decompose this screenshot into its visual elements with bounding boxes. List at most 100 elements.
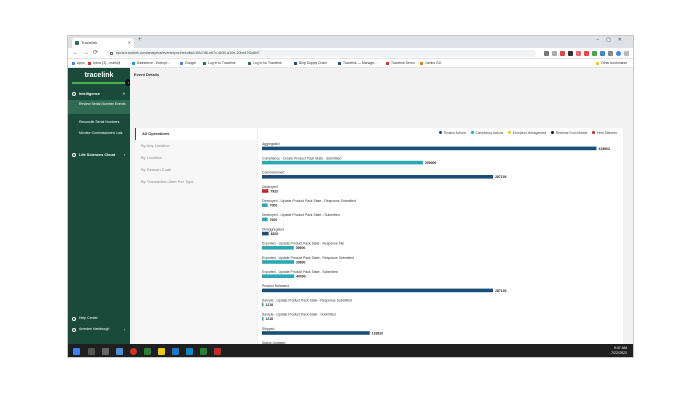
bar[interactable]	[262, 231, 269, 236]
legend-item[interactable]: Compliancy Actions	[470, 131, 503, 135]
search-icon[interactable]	[544, 51, 549, 56]
bookmark-jumbo[interactable]: Jumbo GO	[420, 60, 441, 67]
x-tick-label: 200,000	[418, 357, 429, 358]
bar[interactable]	[262, 317, 264, 321]
bookmark-login-for-tracelink[interactable]: Log in for Tracelink	[248, 60, 282, 67]
bar-value-label: 287139	[495, 175, 506, 179]
app-icon[interactable]	[172, 348, 179, 355]
filter-by-transaction-alert[interactable]: By Transaction Alert Per Type	[141, 179, 194, 184]
legend-item[interactable]: Routine Actions	[439, 131, 466, 135]
help-center-link[interactable]: Help Center	[68, 314, 130, 323]
chevron-right-icon: ›	[123, 152, 125, 157]
bookmarks-bar: Apps Inbox (3) - mark@ Salesforce - Ente…	[68, 59, 633, 68]
window-controls[interactable]: –▢✕	[596, 37, 629, 43]
powerpoint-icon[interactable]	[214, 348, 221, 355]
close-tab-icon[interactable]: ✕	[127, 40, 131, 45]
bookmark-salesforce[interactable]: Salesforce - Enterpr...	[132, 60, 170, 67]
bar-value-label: 200000	[425, 161, 436, 165]
bookmark-apps[interactable]: Apps	[72, 60, 85, 67]
search-icon[interactable]	[88, 348, 95, 355]
bar[interactable]	[262, 146, 597, 151]
extension-icon[interactable]	[584, 51, 589, 56]
bar[interactable]	[262, 274, 295, 278]
bar[interactable]	[262, 302, 264, 307]
chevron-right-icon: ›	[123, 327, 125, 332]
bookmark-blog[interactable]: Blog Supply Chain	[294, 60, 327, 67]
profile-avatar-icon[interactable]	[616, 51, 621, 56]
collapse-sidebar-icon[interactable]: ‹	[125, 79, 132, 86]
bookmark-login-tracelink[interactable]: Log in to Tracelink	[203, 60, 236, 67]
tab-title: Tracelink	[81, 40, 98, 45]
system-clock: 9:47 AM 7/22/2022	[611, 346, 627, 356]
nav-buttons[interactable]: ←→⟳	[73, 50, 103, 56]
bar[interactable]	[262, 203, 268, 207]
bar[interactable]	[262, 331, 370, 335]
bar-category-label: Disaggregated	[262, 227, 284, 231]
filter-list: All Operations By Any Location By Locati…	[135, 128, 257, 357]
bar-category-label: Aggregated	[262, 142, 280, 146]
legend-label: Exception Management	[512, 131, 547, 135]
legend-item[interactable]: Exception Management	[508, 131, 546, 135]
section-label: Intelligence	[79, 92, 100, 96]
legend-swatch	[470, 131, 474, 135]
extension-icon[interactable]	[592, 51, 597, 56]
bar-category-label: Destroyed - Update Product Pack State - …	[262, 213, 340, 217]
bar[interactable]	[262, 160, 423, 165]
legend-swatch	[508, 131, 512, 135]
bar[interactable]	[262, 246, 294, 250]
logo-divider	[72, 82, 126, 84]
bookmark-other[interactable]: Other bookmarks	[596, 60, 627, 67]
help-label: Help Center	[79, 316, 98, 320]
app-icon[interactable]	[116, 348, 123, 355]
filter-by-any-location[interactable]: By Any Location	[141, 143, 170, 148]
extension-icon[interactable]	[576, 51, 581, 56]
bookmark-tracelink-demo[interactable]: Tracelink Demo	[386, 60, 415, 67]
filter-by-location[interactable]: By Location	[141, 155, 162, 160]
user-icon	[72, 327, 76, 332]
bar[interactable]	[262, 288, 494, 293]
bar[interactable]	[262, 260, 295, 264]
legend-item[interactable]: Reversal From Market	[551, 131, 587, 135]
clock-time: 9:47 AM	[613, 346, 627, 350]
tracelink-favicon-icon	[75, 41, 79, 45]
browser-tab[interactable]: Tracelink ✕	[72, 38, 134, 48]
task-view-icon[interactable]	[102, 348, 109, 355]
star-icon[interactable]	[552, 51, 557, 56]
app-icon[interactable]	[186, 348, 193, 355]
legend-item[interactable]: Final Statuses	[592, 131, 617, 135]
address-bar[interactable]: epcis.tracelink.com/analytics/eventrepor…	[106, 50, 536, 57]
bar-category-label: Product Released	[262, 284, 289, 288]
sidebar-section-life-sciences-cloud[interactable]: Life Sciences Cloud ›	[68, 150, 130, 160]
sidebar-section-intelligence[interactable]: Intelligence ˄	[68, 89, 130, 99]
bar[interactable]	[262, 189, 269, 193]
sidebar-item-reconcile-serial-numbers[interactable]: Reconcile Serial Numbers	[79, 120, 120, 124]
bar-category-label: Compliance - Create Product Pack State -…	[262, 156, 341, 160]
new-tab-icon[interactable]: +	[138, 37, 142, 43]
bar-value-label: 133820	[372, 331, 383, 335]
bar-chart: Aggregated 415603 Compliance - Create Prod…	[262, 142, 610, 358]
filter-all-operations[interactable]: All Operations	[135, 128, 257, 140]
extension-icon[interactable]	[600, 51, 605, 56]
bookmark-inbox[interactable]: Inbox (3) - mark@	[88, 60, 120, 67]
bookmark-google[interactable]: Google	[180, 60, 196, 67]
menu-icon[interactable]	[624, 51, 629, 56]
bar-category-label: Shipped	[262, 327, 275, 331]
sidebar-item-monitor-commissioned-lots[interactable]: Monitor Commissioned Lots	[79, 131, 123, 135]
excel-icon[interactable]	[200, 348, 207, 355]
chevron-up-icon: ˄	[122, 91, 125, 96]
tracelink-logo: tracelink	[84, 72, 114, 79]
puzzle-icon[interactable]	[608, 51, 613, 56]
filter-by-reason-code[interactable]: By Reason Code	[141, 167, 172, 172]
bar-value-label: 8302	[271, 232, 279, 236]
extension-icon[interactable]	[568, 51, 573, 56]
user-menu[interactable]: Amedee Hamburgh ›	[68, 325, 130, 334]
bar[interactable]	[262, 217, 268, 222]
windows-start-icon[interactable]	[73, 348, 80, 355]
sidebar-item-review-serial-number-events[interactable]: Review Serial Number Events	[68, 100, 130, 114]
extension-icon[interactable]	[560, 51, 565, 56]
bar[interactable]	[262, 175, 494, 179]
bookmark-tracelink-manage[interactable]: Tracelink — Manage...	[338, 60, 377, 67]
app-icon[interactable]	[144, 348, 151, 355]
chrome-icon[interactable]	[130, 348, 137, 355]
file-explorer-icon[interactable]	[158, 348, 165, 355]
